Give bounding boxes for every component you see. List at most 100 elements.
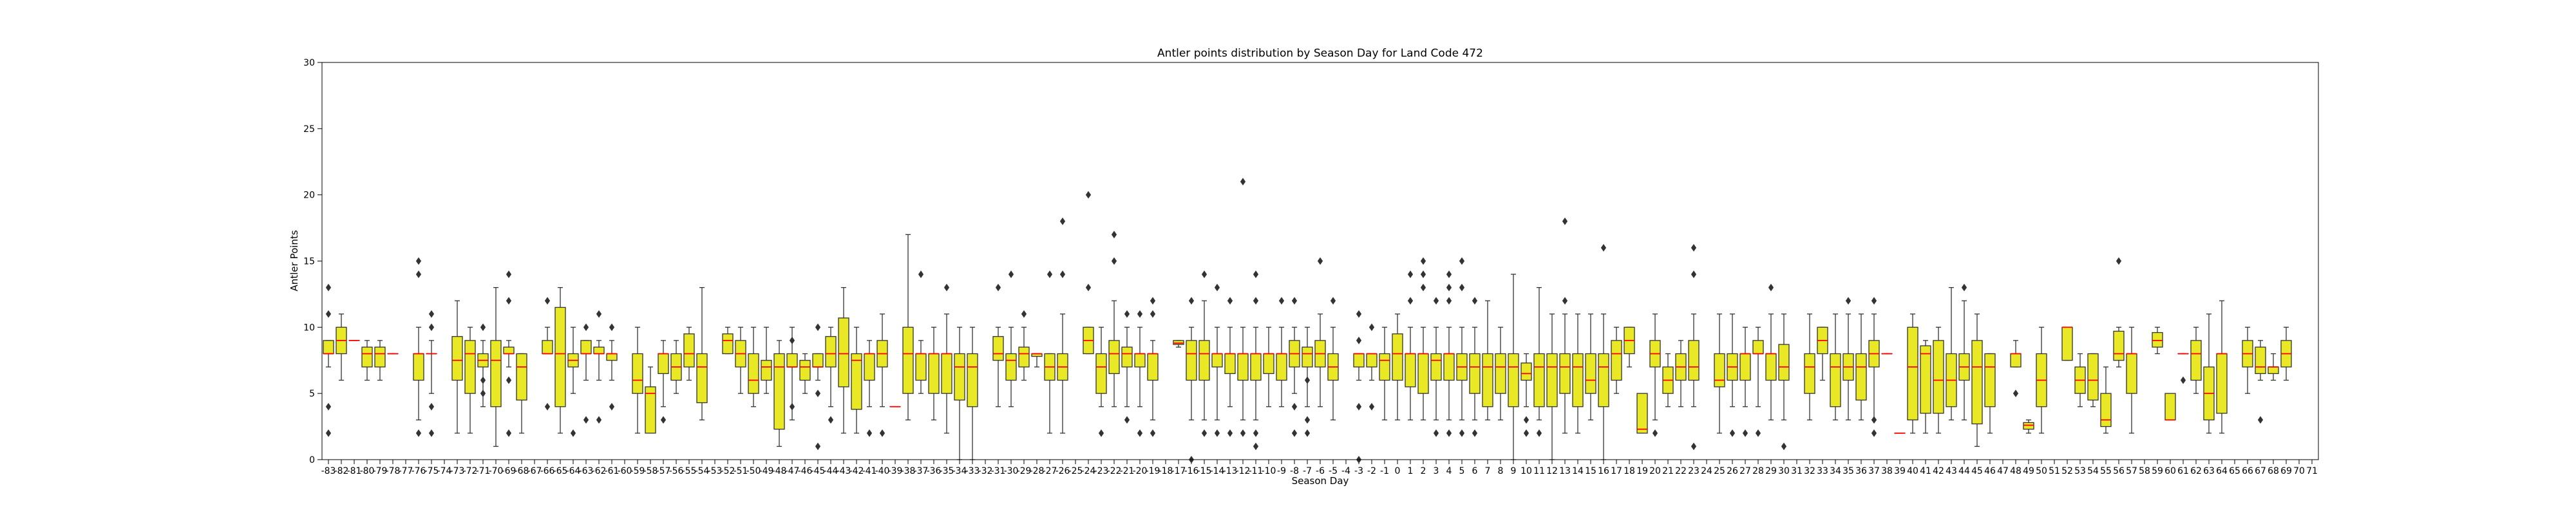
box [1585, 353, 1596, 394]
x-tick-label: -61 [605, 466, 620, 476]
outlier-point [1098, 429, 1104, 437]
box [786, 353, 798, 368]
box-group [361, 340, 373, 381]
x-tick-label: 53 [2074, 466, 2086, 476]
box [1392, 333, 1403, 381]
box [606, 353, 618, 361]
box-group [1456, 257, 1468, 437]
outlier-point [1961, 283, 1967, 292]
box-group [1057, 217, 1068, 434]
x-tick-label: 26 [1727, 466, 1738, 476]
box [1173, 340, 1184, 345]
box [1108, 340, 1120, 374]
box [722, 333, 734, 355]
box-group [2126, 326, 2137, 434]
outlier-point [1755, 429, 1761, 437]
box-group [1031, 353, 1043, 368]
x-tick-label: -6 [1316, 466, 1325, 476]
x-tick-label: -67 [527, 466, 542, 476]
box [1739, 353, 1751, 381]
x-tick-label: 29 [1765, 466, 1777, 476]
x-tick-label: -70 [489, 466, 504, 476]
x-tick-label: 47 [1997, 466, 2009, 476]
x-tick-label: -21 [1120, 466, 1135, 476]
box-group [1134, 310, 1146, 437]
x-tick-label: -30 [1004, 466, 1019, 476]
x-tick-label: -20 [1133, 466, 1148, 476]
outlier-point [325, 310, 332, 318]
x-tick-label: -66 [540, 466, 555, 476]
box [1186, 340, 1197, 381]
x-tick-label: -25 [1068, 466, 1083, 476]
box-group [2061, 326, 2073, 361]
outlier-point [1008, 270, 1014, 278]
x-tick-label: -13 [1223, 466, 1238, 476]
box [580, 340, 592, 355]
outlier-point [1433, 297, 1439, 305]
box-group [1250, 270, 1262, 451]
x-tick-label: -72 [463, 466, 478, 476]
x-tick-label: -39 [888, 466, 903, 476]
box [1907, 326, 1918, 420]
box [2190, 340, 2202, 381]
outlier-point [1459, 257, 1465, 265]
box-group [1971, 314, 1983, 447]
box-group [1817, 326, 1828, 381]
outlier-point [918, 270, 924, 278]
outlier-point [428, 310, 435, 318]
x-tick-label: -12 [1236, 466, 1251, 476]
x-tick-label: -75 [424, 466, 439, 476]
outlier-point [570, 429, 576, 437]
x-tick-label: 33 [1817, 466, 1828, 476]
box [838, 317, 849, 388]
box-group [336, 314, 347, 381]
x-tick-label: 36 [1855, 466, 1867, 476]
outlier-point [480, 376, 486, 384]
box-group [451, 300, 463, 434]
outlier-point [1472, 297, 1478, 305]
x-tick-label: -49 [759, 466, 774, 476]
x-tick-label: 27 [1739, 466, 1751, 476]
x-tick-label: 61 [2177, 466, 2189, 476]
outlier-point [1059, 217, 1066, 225]
y-tick-label: 0 [309, 455, 315, 465]
outlier-point [325, 429, 332, 437]
outlier-point [1214, 283, 1220, 292]
box-group [464, 326, 476, 434]
box [593, 346, 605, 355]
box [323, 340, 334, 355]
box-group [1946, 286, 1957, 420]
x-tick-label: 48 [2010, 466, 2022, 476]
box-group [2087, 353, 2099, 407]
x-tick-label: -80 [360, 466, 375, 476]
box-group [606, 323, 618, 411]
outlier-point [480, 323, 486, 332]
x-tick-label: 17 [1611, 466, 1622, 476]
outlier-point [1690, 270, 1697, 278]
x-tick-label: 43 [1946, 466, 1957, 476]
outlier-point [2180, 376, 2186, 384]
boxplot-series [323, 178, 2292, 464]
box [658, 353, 669, 374]
x-tick-label: -73 [450, 466, 465, 476]
x-tick-label: -33 [965, 466, 980, 476]
box [1005, 353, 1017, 381]
box-group [554, 286, 566, 434]
x-tick-label: -29 [1017, 466, 1032, 476]
box-group [967, 326, 978, 460]
y-tick-label: 30 [303, 58, 315, 68]
box-group [748, 326, 759, 407]
box [967, 353, 978, 407]
box-group [1804, 314, 1815, 420]
box [928, 353, 940, 394]
outlier-point [1124, 310, 1130, 318]
outlier-point [1871, 297, 1877, 305]
x-tick-label: 25 [1714, 466, 1725, 476]
y-tick-label: 25 [303, 124, 315, 135]
outlier-point [1433, 429, 1439, 437]
box-group [1147, 297, 1159, 437]
x-tick-label: -15 [1197, 466, 1212, 476]
box-group [670, 340, 682, 394]
box [915, 353, 927, 381]
x-tick-label: -78 [386, 466, 401, 476]
